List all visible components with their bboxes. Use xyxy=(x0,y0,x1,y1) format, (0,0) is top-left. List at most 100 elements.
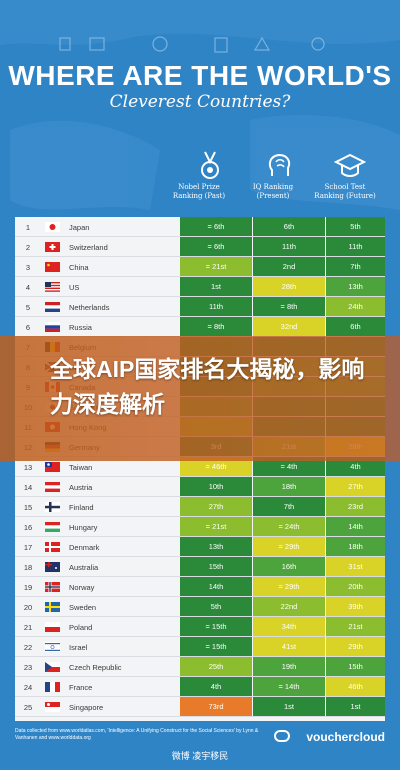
column-header-nobel: Nobel Prize Ranking (Past) xyxy=(172,183,226,200)
country-name: Australia xyxy=(69,563,99,572)
table-row: 22 Israel = 15th 41st 29th xyxy=(15,637,385,657)
country-flag-icon xyxy=(45,562,60,572)
nobel-rank-cell: 25th xyxy=(180,657,252,676)
school-rank-cell: 14th xyxy=(326,517,385,536)
country-flag-icon xyxy=(45,262,60,272)
iq-rank-cell: 41st xyxy=(253,637,325,656)
iq-rank-cell: 6th xyxy=(253,217,325,236)
decor-icons xyxy=(59,36,325,53)
iq-rank-cell: = 24th xyxy=(253,517,325,536)
table-row: 19 Norway 14th = 29th 20th xyxy=(15,577,385,597)
nobel-rank-cell: 14th xyxy=(180,577,252,596)
rank-number: 1 xyxy=(25,223,31,232)
school-rank-cell: 7th xyxy=(326,257,385,276)
country-name: Singapore xyxy=(69,703,104,712)
nobel-rank-cell: = 21st xyxy=(180,517,252,536)
country-flag-icon xyxy=(45,622,60,632)
nobel-rank-cell: 13th xyxy=(180,537,252,556)
country-name: US xyxy=(69,283,80,292)
rank-number: 16 xyxy=(23,523,33,532)
table-row: 4 US 1st 28th 13th xyxy=(15,277,385,297)
table-row: 16 Hungary = 21st = 24th 14th xyxy=(15,517,385,537)
rank-number: 17 xyxy=(23,543,33,552)
country-name: Denmark xyxy=(69,543,100,552)
country-flag-icon xyxy=(45,702,60,712)
country-flag-icon xyxy=(45,302,60,312)
rank-number: 19 xyxy=(23,583,33,592)
rankings-table: 1 Japan = 6th 6th 5th 2 Switzerland = 6th 11th 11… xyxy=(15,217,385,721)
country-name: Norway xyxy=(69,583,95,592)
overlay-banner: 全球AIP国家排名大揭秘，影响力深度解析 xyxy=(0,336,400,461)
country-name: Hungary xyxy=(69,523,98,532)
rank-number: 4 xyxy=(25,283,31,292)
medal-icon xyxy=(201,151,219,179)
country-flag-icon xyxy=(45,662,60,672)
iq-rank-cell: 32nd xyxy=(253,317,325,336)
country-name: Poland xyxy=(69,623,93,632)
nobel-rank-cell: = 15th xyxy=(180,617,252,636)
school-rank-cell: 31st xyxy=(326,557,385,576)
rank-number: 15 xyxy=(23,503,33,512)
country-flag-icon xyxy=(45,682,60,692)
school-rank-cell: 27th xyxy=(326,477,385,496)
nobel-rank-cell: 4th xyxy=(180,677,252,696)
rank-number: 20 xyxy=(23,603,33,612)
country-name: Sweden xyxy=(69,603,97,612)
school-rank-cell: 4th xyxy=(326,457,385,476)
iq-rank-cell: 11th xyxy=(253,237,325,256)
table-row: 13 Taiwan = 46th = 4th 4th xyxy=(15,457,385,477)
nobel-rank-cell: 10th xyxy=(180,477,252,496)
school-rank-cell: 13th xyxy=(326,277,385,296)
iq-rank-cell: 22nd xyxy=(253,597,325,616)
watermark: 微博 凌宇移民 xyxy=(171,751,229,761)
iq-rank-cell: 2nd xyxy=(253,257,325,276)
iq-rank-cell: = 29th xyxy=(253,537,325,556)
country-name: Netherlands xyxy=(69,303,110,312)
country-name: Czech Republic xyxy=(69,663,122,672)
iq-rank-cell: 28th xyxy=(253,277,325,296)
nobel-rank-cell: = 6th xyxy=(180,237,252,256)
school-rank-cell: 5th xyxy=(326,217,385,236)
country-flag-icon xyxy=(45,502,60,512)
nobel-rank-cell: 5th xyxy=(180,597,252,616)
country-flag-icon xyxy=(45,642,60,652)
school-rank-cell: 46th xyxy=(326,677,385,696)
country-name: France xyxy=(69,683,93,692)
nobel-rank-cell: 1st xyxy=(180,277,252,296)
country-name: Taiwan xyxy=(69,463,93,472)
column-icons xyxy=(170,150,390,182)
table-row: 20 Sweden 5th 22nd 39th xyxy=(15,597,385,617)
country-name: Russia xyxy=(69,323,92,332)
iq-rank-cell: 1st xyxy=(253,697,325,716)
school-rank-cell: 1st xyxy=(326,697,385,716)
rank-number: 18 xyxy=(23,563,33,572)
rank-number: 13 xyxy=(23,463,33,472)
brand-logo: vouchercloud xyxy=(306,730,385,744)
iq-rank-cell: 7th xyxy=(253,497,325,516)
iq-rank-cell: = 29th xyxy=(253,577,325,596)
iq-rank-cell: = 14th xyxy=(253,677,325,696)
school-rank-cell: 11th xyxy=(326,237,385,256)
rank-number: 21 xyxy=(23,623,33,632)
country-flag-icon xyxy=(45,522,60,532)
iq-rank-cell: 16th xyxy=(253,557,325,576)
column-header-school: School Test Ranking (Future) xyxy=(314,183,376,200)
rank-number: 14 xyxy=(23,483,33,492)
nobel-rank-cell: 11th xyxy=(180,297,252,316)
iq-rank-cell: 34th xyxy=(253,617,325,636)
table-row: 3 China = 21st 2nd 7th xyxy=(15,257,385,277)
country-flag-icon xyxy=(45,542,60,552)
school-rank-cell: 29th xyxy=(326,637,385,656)
table-row: 23 Czech Republic 25th 19th 15th xyxy=(15,657,385,677)
cloud-icon xyxy=(274,730,290,742)
table-row: 21 Poland = 15th 34th 21st xyxy=(15,617,385,637)
table-row: 25 Singapore 73rd 1st 1st xyxy=(15,697,385,717)
country-name: Switzerland xyxy=(69,243,108,252)
rank-number: 25 xyxy=(23,703,33,712)
school-rank-cell: 24th xyxy=(326,297,385,316)
school-rank-cell: 39th xyxy=(326,597,385,616)
country-flag-icon xyxy=(45,602,60,612)
brain-head-icon xyxy=(268,153,291,176)
country-flag-icon xyxy=(45,282,60,292)
rank-number: 3 xyxy=(25,263,31,272)
